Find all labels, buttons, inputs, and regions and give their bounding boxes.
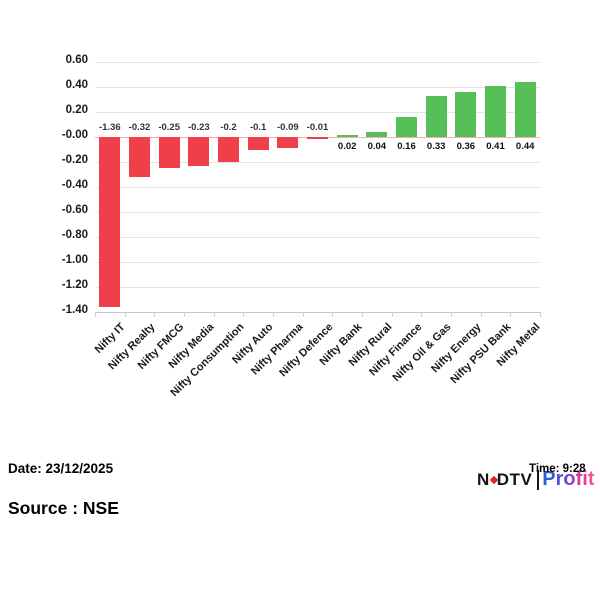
bar-value-label: -0.1 (249, 122, 267, 133)
bar-value-label: 0.36 (456, 141, 476, 152)
time-label: Time: 9:28 (529, 463, 586, 475)
y-axis-label: 0.60 (65, 54, 88, 66)
gridline (95, 111, 540, 113)
bar-value-label: -1.36 (99, 122, 121, 133)
bar-value-label: 0.41 (486, 141, 505, 152)
bar-value-label: -0.23 (188, 122, 210, 133)
x-axis-tick (480, 312, 482, 317)
bar (277, 137, 299, 149)
date-label: Date: 23/12/2025 (8, 461, 114, 476)
y-axis-label: -0.40 (61, 179, 88, 191)
x-axis-tick (510, 312, 512, 317)
bar-value-label: 0.02 (337, 141, 357, 152)
bar-value-label: 0.04 (367, 141, 387, 152)
gridline (95, 61, 540, 63)
x-axis-tick (154, 312, 156, 317)
x-axis-tick (124, 312, 126, 317)
bar (188, 137, 210, 166)
gridline (95, 311, 540, 313)
gridline (95, 286, 540, 288)
bar-value-label: -0.09 (277, 122, 299, 133)
profit-wordmark: Profit (542, 468, 595, 490)
bar-value-label: 0.16 (397, 141, 416, 152)
y-axis-label: -0.60 (61, 204, 88, 216)
bar (218, 137, 239, 162)
source-label: Source : NSE (8, 498, 119, 518)
x-axis-tick (362, 312, 363, 317)
bar-value-label: -0.25 (158, 122, 180, 133)
ndtv-profit-logo: N DTV Profit (477, 468, 595, 491)
x-axis-tick (302, 312, 304, 317)
gridline (95, 236, 540, 238)
bar (336, 134, 358, 137)
bar (158, 137, 180, 169)
y-axis-label: -0.00 (61, 129, 88, 141)
bar (307, 137, 328, 139)
sector-performance-chart: 0.60 0.40 0.20 -0.00 -0.20 -0.40 -0.60 -0.80 -1.… (61, 54, 543, 399)
bar (129, 137, 150, 177)
logo-separator (537, 469, 540, 490)
y-axis-label: -1.00 (61, 254, 88, 266)
ndtv-letter-n: N (477, 469, 490, 489)
bar-value-label: -0.01 (306, 122, 329, 133)
x-axis-tick (273, 312, 274, 317)
y-axis-label: 0.20 (65, 104, 88, 116)
bar-value-label: -0.32 (128, 122, 151, 133)
bar (99, 137, 121, 307)
bar (485, 85, 506, 137)
gridline (95, 86, 540, 88)
gridline (95, 186, 540, 188)
ndtv-wordmark: N DTV (477, 470, 532, 490)
y-axis-label: -1.40 (61, 304, 88, 316)
x-axis-tick (213, 312, 215, 317)
ndtv-letters-dtv: DTV (496, 469, 533, 489)
x-axis-tick (421, 312, 423, 317)
y-axis-label: 0.40 (65, 79, 88, 91)
y-axis-label: -1.20 (61, 279, 88, 291)
bar (514, 82, 536, 137)
bar-value-label: 0.33 (426, 141, 446, 152)
bar (366, 132, 388, 137)
x-axis-tick (184, 312, 185, 317)
bar-value-label: -0.2 (220, 122, 237, 133)
gridline (95, 211, 540, 213)
bar (455, 92, 477, 137)
x-axis-tick (540, 312, 541, 317)
y-axis-label: -0.20 (61, 154, 88, 166)
bar (425, 95, 447, 137)
gridline (95, 161, 540, 163)
x-axis-tick (451, 312, 452, 317)
x-axis-tick (95, 312, 96, 317)
y-axis-label: -0.80 (61, 229, 88, 241)
bar (247, 137, 269, 150)
x-axis-tick (243, 312, 245, 317)
gridline (95, 261, 540, 263)
x-axis-tick (391, 312, 393, 317)
bar-value-label: 0.44 (515, 141, 535, 152)
bar (396, 117, 417, 137)
x-axis-label: Nifty Metal (494, 321, 543, 369)
x-axis-tick (332, 312, 334, 317)
